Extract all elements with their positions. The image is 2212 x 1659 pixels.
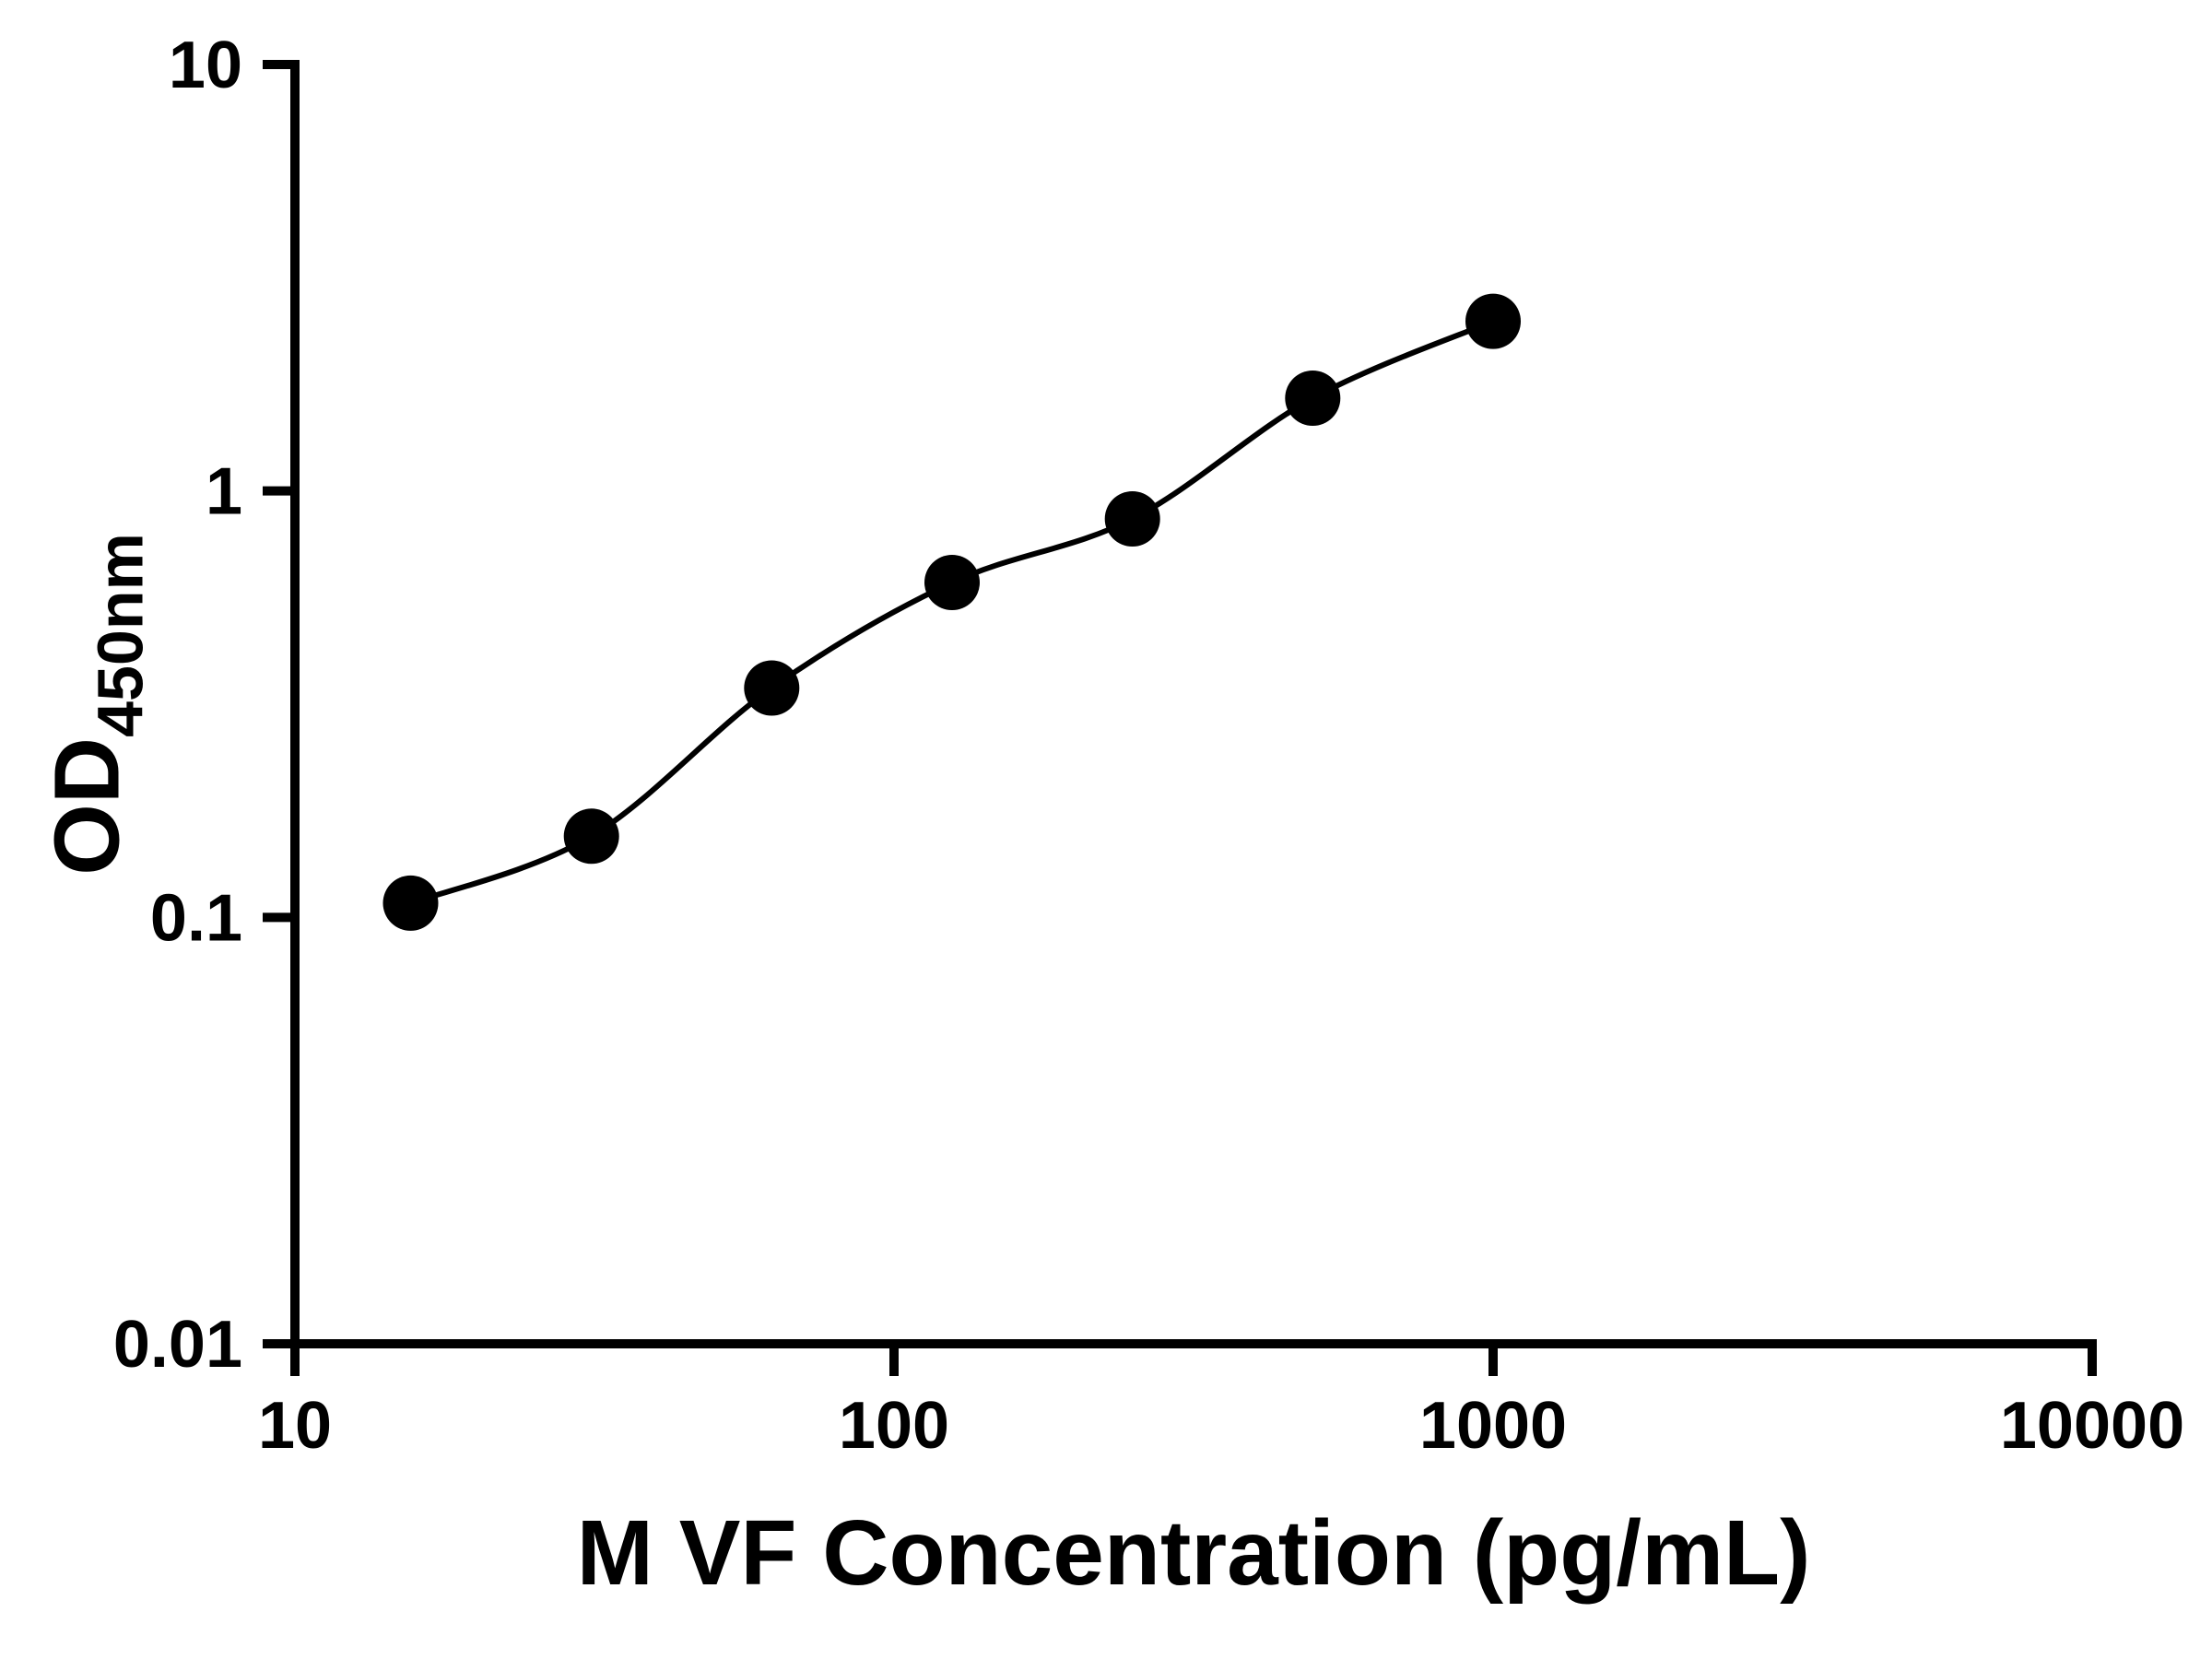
data-point-6 — [1465, 293, 1521, 349]
data-point-4 — [1104, 491, 1160, 547]
data-point-5 — [1285, 371, 1341, 426]
y-axis-title-main: OD — [35, 736, 139, 876]
y-axis-title: OD450nm — [36, 533, 157, 876]
y-axis-tick-label-3: 10 — [169, 29, 242, 102]
y-axis-tick-label-0: 0.01 — [113, 1308, 242, 1382]
y-axis-tick-label-2: 1 — [206, 455, 242, 529]
x-axis-tick-label-3: 10000 — [2000, 1389, 2184, 1463]
y-axis-tick-label-1: 0.1 — [150, 881, 242, 955]
x-axis-tick-label-1: 100 — [839, 1389, 949, 1463]
x-axis-tick-label-0: 10 — [258, 1389, 332, 1463]
x-axis-tick-label-2: 1000 — [1419, 1389, 1567, 1463]
data-point-0 — [382, 875, 439, 931]
data-point-3 — [924, 555, 980, 610]
data-point-2 — [744, 660, 800, 716]
x-axis-title: M VF Concentration (pg/mL) — [576, 1501, 1811, 1605]
data-point-1 — [563, 808, 619, 865]
y-axis-title-subscript: 450nm — [84, 533, 157, 737]
axis-lines — [290, 60, 2097, 1348]
